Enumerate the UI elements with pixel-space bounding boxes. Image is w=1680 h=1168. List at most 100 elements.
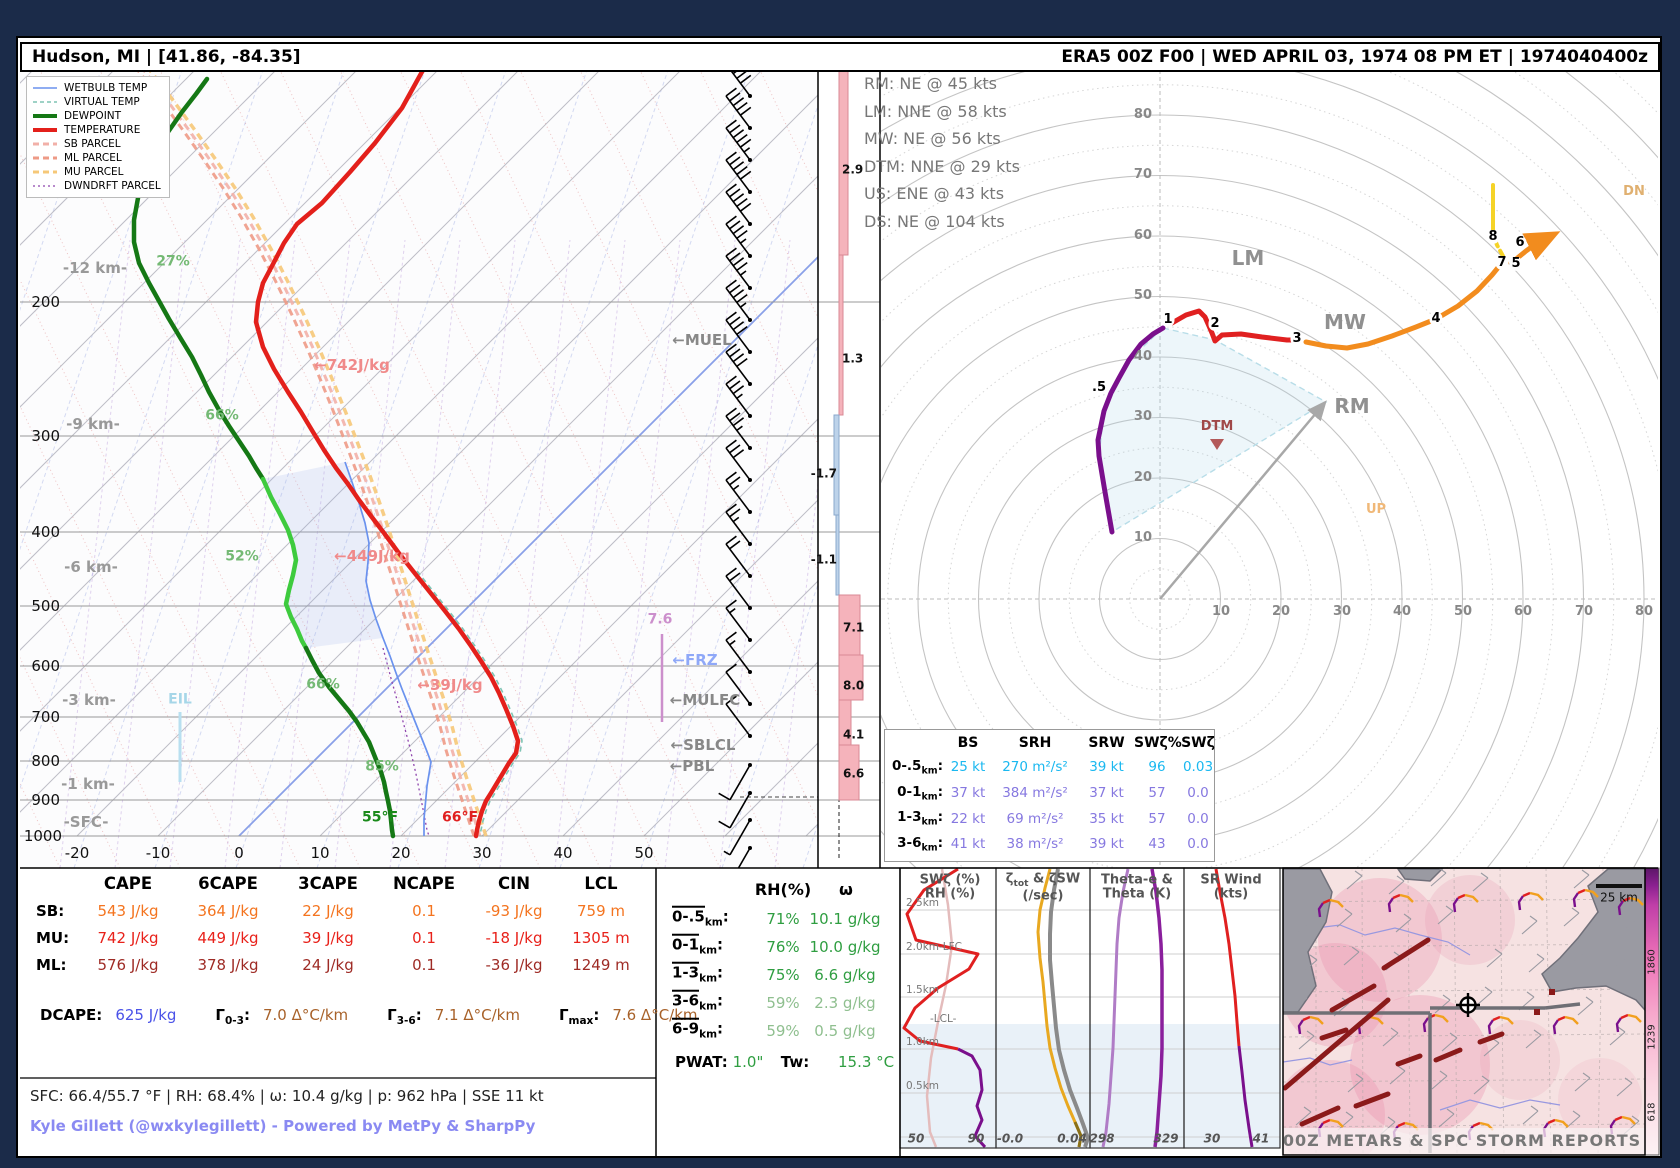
rh-value: 71%: [766, 909, 800, 928]
stats-value: 41 kt: [950, 836, 986, 853]
stats-value: 0.0: [1187, 785, 1209, 802]
panel-y-label: 1.5km: [906, 984, 940, 997]
height-6km: -6 km-: [64, 557, 118, 576]
legend-label: DEWPOINT: [64, 110, 122, 122]
cape-value: 759 m: [576, 902, 625, 920]
temp-tick: 0: [234, 843, 244, 862]
pressure-900: 900: [31, 790, 60, 809]
gamma-label: Γ3-6:: [387, 1006, 422, 1027]
legend-label: MU PARCEL: [64, 166, 124, 178]
stats-header: SWζ: [1181, 735, 1215, 751]
stats-header: BS: [957, 735, 979, 751]
rh-label: 27%: [156, 253, 190, 270]
pressure-600: 600: [31, 656, 60, 675]
hodo-tick: 30: [1332, 603, 1352, 619]
mixing-ratio-value: 10.0 g/kg: [809, 937, 881, 956]
rh-row-label: 0-.5km:: [672, 905, 729, 929]
panel-x-tick: 30: [1203, 1131, 1221, 1146]
panel-title-vorticity: ζtot & ζSW (/sec): [1005, 871, 1081, 904]
up-marker: UP: [1365, 501, 1387, 517]
omega-value: 4.1: [843, 727, 865, 742]
pressure-200: 200: [31, 292, 60, 311]
pwat-value: 1.0": [732, 1052, 764, 1071]
stats-value: 57: [1148, 785, 1166, 802]
stats-value: 43: [1148, 836, 1166, 853]
temp-tick: 30: [472, 843, 492, 862]
legend-label: DWNDRFT PARCEL: [64, 180, 161, 192]
panel-y-label: 2.0km-LFC: [906, 941, 963, 954]
dtm-marker: DTM: [1200, 418, 1234, 434]
stats-value: 69 m²/s²: [1006, 810, 1064, 827]
cape-header: NCAPE: [392, 874, 456, 893]
hodo-tick: 70: [1574, 603, 1594, 619]
gamma-value: 7.6 Δ°C/km: [612, 1006, 698, 1024]
cape-value: 543 J/kg: [97, 902, 159, 920]
gamma-label: Γmax:: [558, 1006, 600, 1027]
panel-x-tick: 329: [1153, 1131, 1179, 1146]
el-temp-label: 7.6: [647, 611, 673, 628]
legend-item: ML PARCEL: [33, 151, 161, 165]
model-run-title: ERA5 00Z F00 | WED APRIL 03, 1974 08 PM …: [1061, 47, 1648, 67]
hodo-height-5: 5: [1509, 255, 1523, 272]
header-bar: Hudson, MI | [41.86, -84.35] ERA5 00Z F0…: [20, 42, 1660, 72]
stats-value: 35 kt: [1089, 810, 1124, 827]
cape-value: 24 J/kg: [302, 956, 354, 974]
omega-value: 2.9: [842, 162, 864, 177]
storm-motion-line: RM: NE @ 45 kts: [864, 74, 997, 94]
cape-value: 1305 m: [572, 929, 630, 947]
panel-title-swz-rh: SWζ (%) RH (%): [919, 872, 981, 902]
stats-header: SWζ%: [1134, 735, 1182, 751]
hodo-tick: 30: [1133, 408, 1152, 424]
hodo-height-1: 1: [1161, 311, 1175, 328]
stats-value: 37 kt: [1089, 785, 1124, 802]
pressure-400: 400: [31, 522, 60, 541]
pressure-300: 300: [31, 426, 60, 445]
hodo-tick: 10: [1211, 603, 1231, 619]
stats-row-label: 1-3km:: [897, 809, 943, 829]
hodo-tick: 50: [1133, 287, 1152, 303]
panel-x-tick: 0.04: [1057, 1131, 1087, 1146]
storm-motion-line: MW: NE @ 56 kts: [864, 129, 1001, 149]
legend-item: DWNDRFT PARCEL: [33, 179, 161, 193]
panel-y-label: 1.0km: [906, 1036, 940, 1049]
cape-value: 0.1: [412, 902, 436, 920]
omega-value: 7.1: [843, 620, 865, 635]
height-3km: -3 km-: [62, 690, 116, 709]
rh-label: 85%: [365, 758, 399, 775]
storm-motion-line: US: ENE @ 43 kts: [864, 184, 1005, 204]
hodo-tick: 20: [1133, 469, 1152, 485]
omega-value: 1.3: [842, 351, 864, 366]
tw-label: Tw:: [780, 1052, 810, 1071]
gamma-value: 7.1 Δ°C/km: [434, 1006, 520, 1024]
legend-label: WETBULB TEMP: [64, 82, 148, 94]
map-caption: 00Z METARs & SPC STORM REPORTS: [1282, 1131, 1642, 1151]
stats-header: SRH: [1018, 735, 1052, 751]
rh-label: 52%: [225, 548, 259, 565]
storm-motion-line: DTM: NNE @ 29 kts: [864, 156, 1020, 176]
hodo-height-8: 8: [1486, 228, 1500, 245]
cape-row-label: SB:: [36, 902, 65, 920]
cape-value: 576 J/kg: [97, 956, 159, 974]
eil-label: EIL: [168, 691, 192, 708]
pressure-700: 700: [31, 707, 60, 726]
pressure-500: 500: [31, 596, 60, 615]
credit-line: Kyle Gillett (@wxkylegillett) - Powered …: [30, 1117, 536, 1135]
sblcl-label: ←SBLCL: [670, 735, 736, 754]
legend-item: SB PARCEL: [33, 137, 161, 151]
legend-item: TEMPERATURE: [33, 123, 161, 137]
mixing-ratio-value: 2.3 g/kg: [814, 993, 876, 1012]
stats-value: 39 kt: [1089, 759, 1124, 776]
cape-value: -93 J/kg: [485, 902, 543, 920]
temp-tick: 10: [310, 843, 330, 862]
mu-cape-label: ←742J/kg: [314, 355, 390, 374]
cape-header: 3CAPE: [298, 874, 358, 893]
cape-label: ←39J/kg: [417, 675, 483, 694]
cape-value: -18 J/kg: [485, 929, 543, 947]
gamma-value: 7.0 Δ°C/km: [262, 1006, 349, 1024]
hodo-tick: 80: [1133, 106, 1152, 122]
height-9km: -9 km-: [66, 414, 120, 433]
cape-header: LCL: [584, 874, 618, 893]
legend-item: VIRTUAL TEMP: [33, 95, 161, 109]
